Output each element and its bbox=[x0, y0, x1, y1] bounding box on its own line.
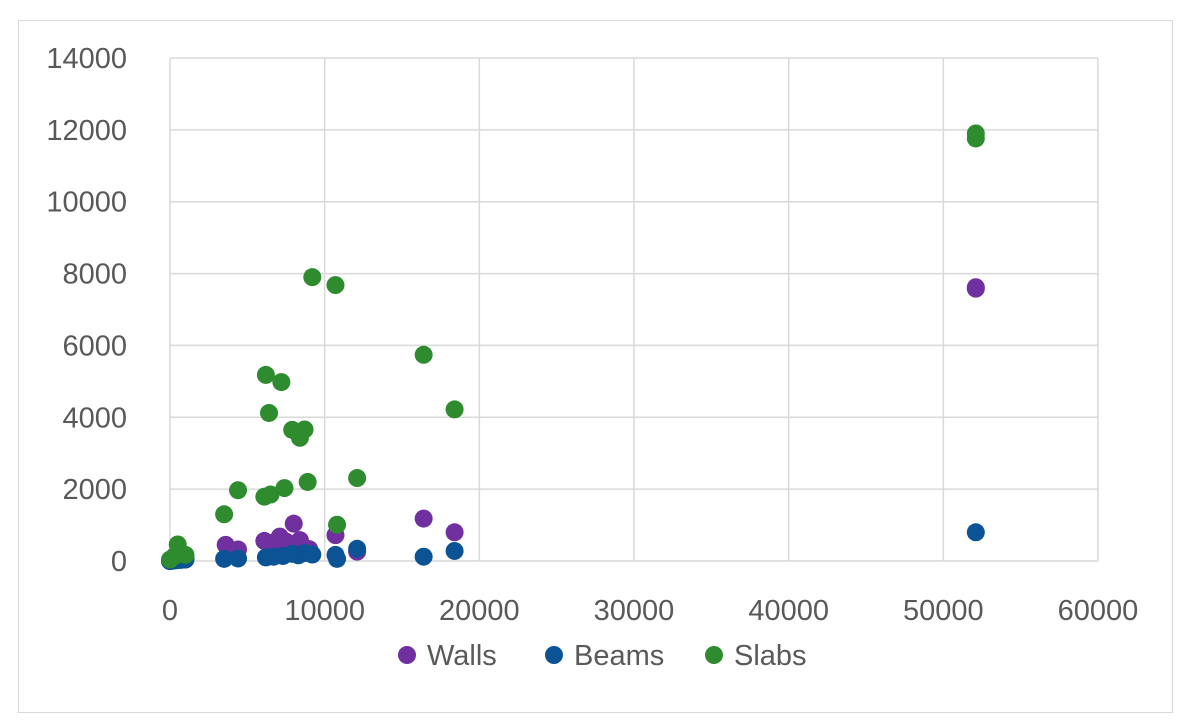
slabs-data-point bbox=[272, 373, 291, 392]
beams-data-point bbox=[348, 539, 367, 558]
x-tick-label: 60000 bbox=[1058, 595, 1139, 627]
beams-data-point bbox=[414, 547, 433, 566]
slabs-data-point bbox=[295, 420, 314, 439]
slabs-data-point bbox=[303, 268, 322, 287]
beams-data-point bbox=[215, 549, 234, 568]
slabs-data-point bbox=[215, 505, 234, 524]
walls-data-point bbox=[966, 279, 985, 298]
walls-data-point bbox=[414, 509, 433, 528]
y-tick-label: 12000 bbox=[46, 115, 127, 147]
legend-marker-beams bbox=[545, 646, 563, 664]
y-tick-label: 2000 bbox=[62, 474, 127, 506]
beams-data-point bbox=[445, 541, 464, 560]
y-tick-label: 14000 bbox=[46, 43, 127, 75]
slabs-data-point bbox=[298, 472, 317, 491]
x-tick-label: 20000 bbox=[439, 595, 520, 627]
x-tick-label: 10000 bbox=[284, 595, 365, 627]
slabs-data-point bbox=[328, 515, 347, 534]
data-points bbox=[161, 124, 985, 570]
slabs-data-point bbox=[176, 545, 195, 564]
slabs-data-point bbox=[275, 479, 294, 498]
slabs-data-point bbox=[445, 400, 464, 419]
beams-data-point bbox=[328, 549, 347, 568]
legend-label-beams: Beams bbox=[574, 640, 664, 672]
beams-data-point bbox=[303, 545, 322, 564]
axis-tick-labels: 0 2000 4000 6000 8000 10000 12000 14000 0 10000 20… bbox=[46, 43, 1138, 627]
y-tick-label: 6000 bbox=[62, 330, 127, 362]
legend-label-slabs: Slabs bbox=[734, 640, 807, 672]
walls-data-point bbox=[284, 514, 303, 533]
y-tick-label: 8000 bbox=[62, 259, 127, 291]
walls-data-point bbox=[445, 523, 464, 542]
legend: Walls Beams Slabs bbox=[398, 640, 807, 672]
slabs-data-point bbox=[414, 345, 433, 364]
slabs-data-point bbox=[348, 469, 367, 488]
x-tick-label: 50000 bbox=[903, 595, 984, 627]
x-tick-label: 30000 bbox=[594, 595, 675, 627]
grid-lines bbox=[169, 57, 1099, 562]
beams-data-point bbox=[966, 523, 985, 542]
slabs-data-point bbox=[229, 481, 248, 500]
slabs-data-point bbox=[261, 485, 280, 504]
x-tick-label: 40000 bbox=[748, 595, 829, 627]
legend-label-walls: Walls bbox=[427, 640, 497, 672]
y-tick-label: 4000 bbox=[62, 402, 127, 434]
slabs-data-point bbox=[256, 365, 275, 384]
x-tick-label: 0 bbox=[162, 595, 178, 627]
legend-marker-walls bbox=[398, 646, 416, 664]
beams-data-point bbox=[229, 549, 248, 568]
legend-marker-slabs bbox=[705, 646, 723, 664]
slabs-data-point bbox=[259, 403, 278, 422]
slabs-data-point bbox=[966, 129, 985, 148]
slabs-data-point bbox=[326, 276, 345, 295]
y-tick-label: 0 bbox=[111, 546, 127, 578]
y-tick-label: 10000 bbox=[46, 187, 127, 219]
